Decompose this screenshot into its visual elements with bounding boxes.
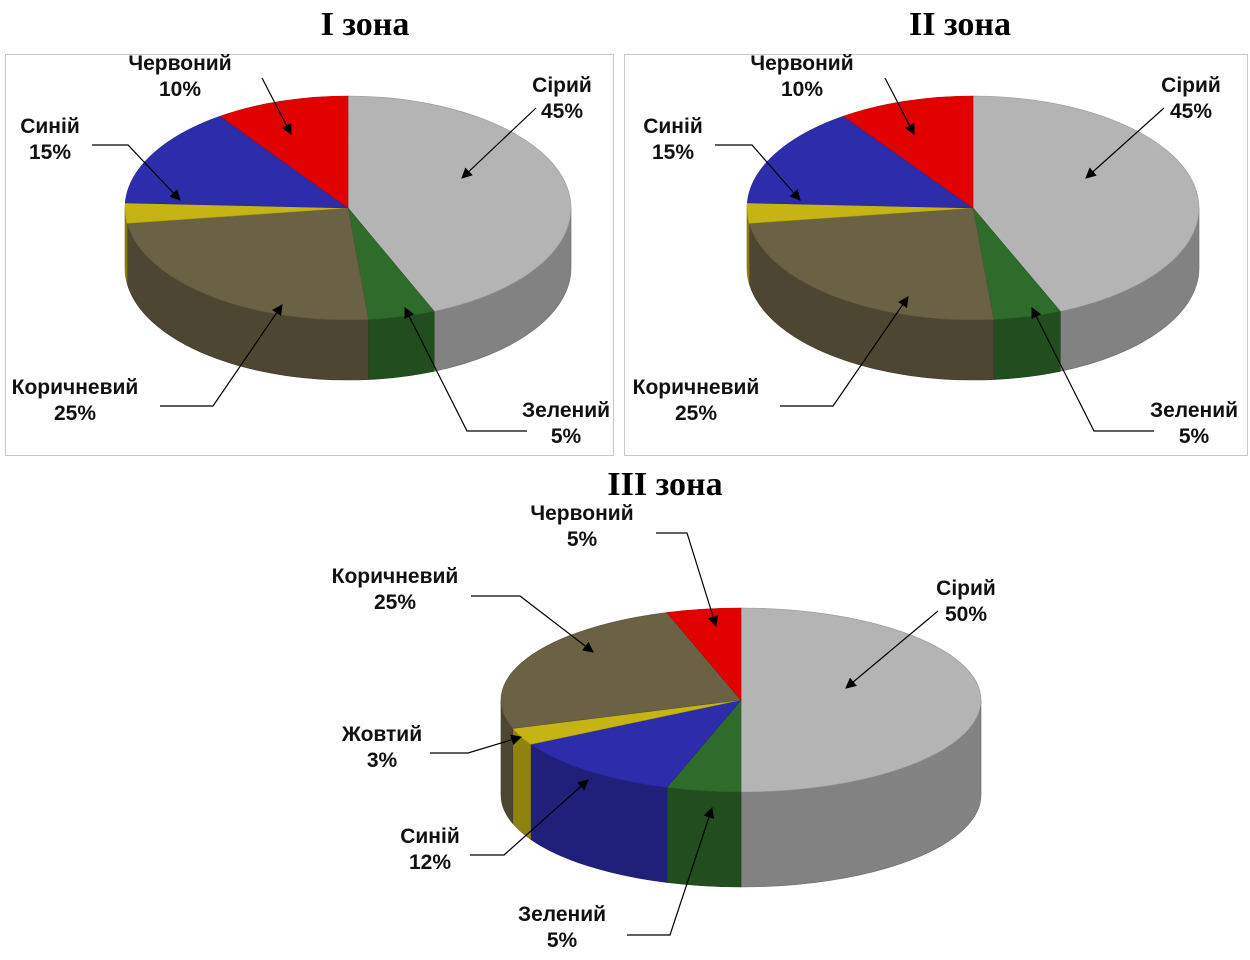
chart-title-zone-1: I зона [320,6,410,43]
slice-label-Коричневий: Коричневий 25% [12,376,139,425]
pie-slice-Червоний [842,95,974,209]
slice-label-Сірий: Сірий 45% [532,74,592,123]
slice-label-Зелений: Зелений 5% [522,399,610,448]
slice-label-Червоний: Червоний 10% [750,52,853,101]
leader-arrow-Синій [92,144,181,201]
pie-slice-Коричневий [500,612,742,729]
slice-label-Зелений: Зелений 5% [518,903,606,952]
leader-arrow-Червоний [261,77,292,135]
leader-arrow-Коричневий [471,595,594,653]
leader-arrow-Жовтий [430,734,523,754]
slice-label-Сірий: Сірий 50% [936,577,996,626]
leader-arrow-Зелений [627,806,715,936]
slice-label-Синій: Синій 15% [20,115,80,164]
slice-label-Червоний: Червоний 10% [128,52,231,101]
leader-arrow-Синій [470,779,589,856]
pie-slice-Червоний [666,607,742,701]
pie-chart-zone-1: Сірий 45% Зелений 5% Коричневий 25% Синій 15% Че… [12,52,610,448]
slice-label-Жовтий: Жовтий 3% [341,723,422,772]
pie-slice-Синій [124,115,349,209]
slice-label-Синій: Синій 15% [643,115,703,164]
pie-slice-Червоний [219,95,349,209]
pie-slice-Коричневий [748,207,995,321]
chart-title-zone-2: II зона [908,6,1012,43]
slice-label-Зелений: Зелений 5% [1150,399,1238,448]
pie-slice-Сірий [347,95,572,312]
leader-arrow-Коричневий [780,296,909,407]
pie-slice-Синій [746,115,974,209]
slice-label-Коричневий: Коричневий 25% [332,565,459,614]
pie-slice-Сірий [972,95,1200,312]
pie-chart-zone-3: Сірий 50% Зелений 5% Синій 12% Жовтий 3% Коричне… [332,502,996,952]
leader-arrow-Червоний [656,532,719,628]
leader-arrow-Сірий [1085,107,1165,179]
chart-title-zone-3: III зона [607,466,723,503]
slice-label-Коричневий: Коричневий 25% [633,376,760,425]
slice-label-Синій: Синій 12% [400,825,460,874]
pie-chart-zone-2: Сірий 45% Зелений 5% Коричневий 25% Синій 15% Че… [633,52,1238,448]
leader-arrow-Зелений [404,307,527,432]
leader-arrow-Коричневий [160,304,283,407]
pie-side-Зелений [666,787,742,888]
leader-arrow-Синій [715,144,801,201]
slice-label-Сірий: Сірий 45% [1161,74,1221,123]
leader-arrow-Червоний [884,77,915,135]
pie-side-Жовтий [512,727,531,840]
leader-arrow-Зелений [1031,307,1154,432]
pie-slice-Синій [529,699,742,788]
leader-arrow-Сірий [845,610,939,689]
pie-slice-Сірий [740,607,982,793]
slice-label-Червоний: Червоний 5% [530,502,633,551]
pie-slice-Коричневий [126,207,369,321]
leader-arrow-Сірий [461,107,537,179]
